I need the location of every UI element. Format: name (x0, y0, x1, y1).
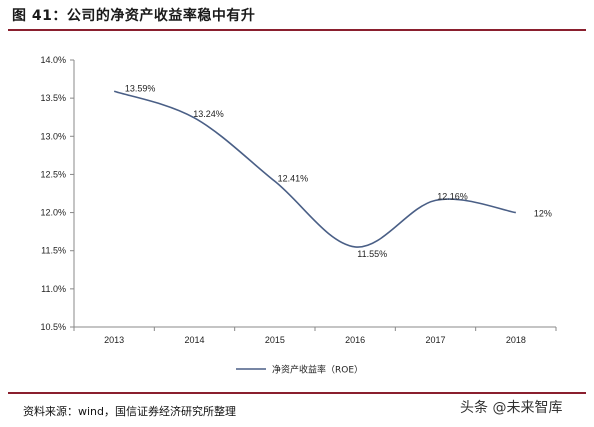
source-note: 资料来源：wind，国信证券经济研究所整理 (23, 405, 237, 418)
figure-title: 图 41：公司的净资产收益率稳中有升 (12, 8, 256, 24)
y-tick-label: 10.5% (40, 322, 66, 332)
x-tick-label: 2014 (184, 335, 204, 345)
data-label: 12.41% (278, 173, 309, 183)
legend-label: 净资产收益率（ROE） (272, 364, 363, 376)
y-axis: 10.5% 11.0% 11.5% 12.0% 12.5% 13.0% 13.5% 14.0% (40, 55, 75, 332)
y-tick-label: 12.0% (40, 208, 66, 218)
y-tick-label: 13.0% (40, 131, 66, 141)
data-label: 13.59% (125, 83, 156, 93)
y-tick-label: 11.5% (41, 246, 66, 256)
x-tick-label: 2016 (345, 335, 365, 345)
legend: 净资产收益率（ROE） (236, 364, 363, 376)
y-tick-label: 11.0% (41, 284, 66, 294)
watermark: 头条 @未来智库 (460, 400, 563, 416)
top-rule (8, 29, 586, 31)
data-label: 12% (534, 209, 552, 219)
x-tick-label: 2018 (506, 335, 526, 345)
data-label: 13.24% (193, 109, 224, 119)
bottom-rule (8, 392, 586, 394)
x-axis: 2013 2014 2015 2016 2017 2018 (73, 326, 557, 345)
plot-area: 13.59% 13.24% 12.41% 11.55% 12.16% 12% (113, 83, 552, 259)
data-label: 12.16% (437, 191, 468, 201)
x-tick-label: 2015 (265, 335, 285, 345)
y-tick-label: 12.5% (40, 169, 66, 179)
y-tick-label: 13.5% (40, 93, 66, 103)
x-tick-label: 2017 (425, 335, 445, 345)
data-label: 11.55% (357, 249, 387, 259)
x-tick-label: 2013 (104, 335, 124, 345)
roe-series-line (113, 90, 516, 248)
y-tick-label: 14.0% (40, 55, 66, 65)
